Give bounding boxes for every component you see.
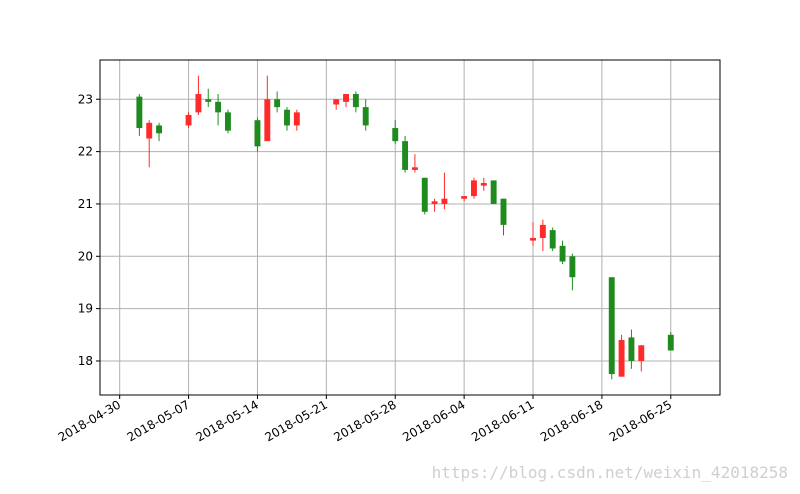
- candle-body: [500, 198, 507, 225]
- candle-body: [411, 167, 418, 170]
- candle-body: [136, 96, 143, 129]
- candle-body: [205, 99, 212, 102]
- candle-body: [215, 101, 222, 113]
- candle-body: [549, 230, 556, 249]
- x-tick-label: 2018-05-07: [125, 397, 192, 444]
- candle-body: [471, 180, 477, 197]
- x-tick-label: 2018-06-25: [607, 397, 674, 444]
- candle-body: [628, 337, 635, 361]
- candle-body: [461, 196, 468, 199]
- candle-body: [530, 237, 536, 241]
- y-axis: 18 19 20 21 22 23: [78, 92, 100, 368]
- candle-body: [146, 122, 153, 139]
- candle-body: [333, 99, 340, 105]
- candle-body: [667, 334, 674, 351]
- x-axis: 2018-04-30 2018-05-07 2018-05-14 2018-05-21…: [56, 395, 674, 444]
- candle-body: [569, 256, 576, 278]
- candle-body: [264, 99, 271, 142]
- y-tick-label: 18: [78, 354, 93, 368]
- candle-body: [431, 201, 438, 204]
- candle-body: [421, 177, 428, 212]
- candles: [136, 75, 674, 380]
- plot-frame: [99, 59, 721, 396]
- watermark: https://blog.csdn.net/weixin_42018258: [431, 463, 788, 482]
- y-tick-label: 23: [78, 92, 93, 106]
- candle-body: [156, 125, 162, 134]
- candle-body: [195, 94, 202, 113]
- candle-body: [480, 183, 487, 186]
- candle-body: [284, 109, 290, 126]
- x-tick-label: 2018-05-21: [262, 397, 329, 444]
- candle-body: [441, 198, 448, 204]
- candle-body: [392, 128, 399, 142]
- candle-body: [608, 277, 615, 375]
- candle-body: [274, 99, 281, 108]
- x-tick-label: 2018-05-28: [331, 397, 398, 444]
- candle-body: [254, 120, 261, 147]
- candle-body: [352, 94, 359, 108]
- candle-body: [224, 112, 231, 131]
- y-tick-label: 19: [78, 302, 93, 316]
- candle-body: [490, 180, 497, 204]
- candle-body: [343, 94, 349, 102]
- x-tick-label: 2018-06-11: [469, 397, 536, 444]
- grid: [100, 60, 720, 395]
- candle-body: [618, 340, 625, 377]
- y-tick-label: 20: [78, 249, 93, 263]
- y-tick-label: 22: [78, 145, 93, 159]
- candle-body: [402, 141, 409, 170]
- candle-body: [638, 345, 645, 361]
- candle-body: [539, 224, 546, 238]
- x-tick-label: 2018-06-04: [400, 397, 467, 444]
- candle-body: [559, 245, 566, 262]
- candle-body: [293, 112, 300, 126]
- candle-body: [185, 114, 192, 126]
- y-tick-label: 21: [78, 197, 93, 211]
- x-tick-label: 2018-06-18: [538, 397, 605, 444]
- x-tick-label: 2018-05-14: [194, 397, 261, 444]
- x-tick-label: 2018-04-30: [56, 397, 123, 444]
- candle-body: [362, 107, 369, 126]
